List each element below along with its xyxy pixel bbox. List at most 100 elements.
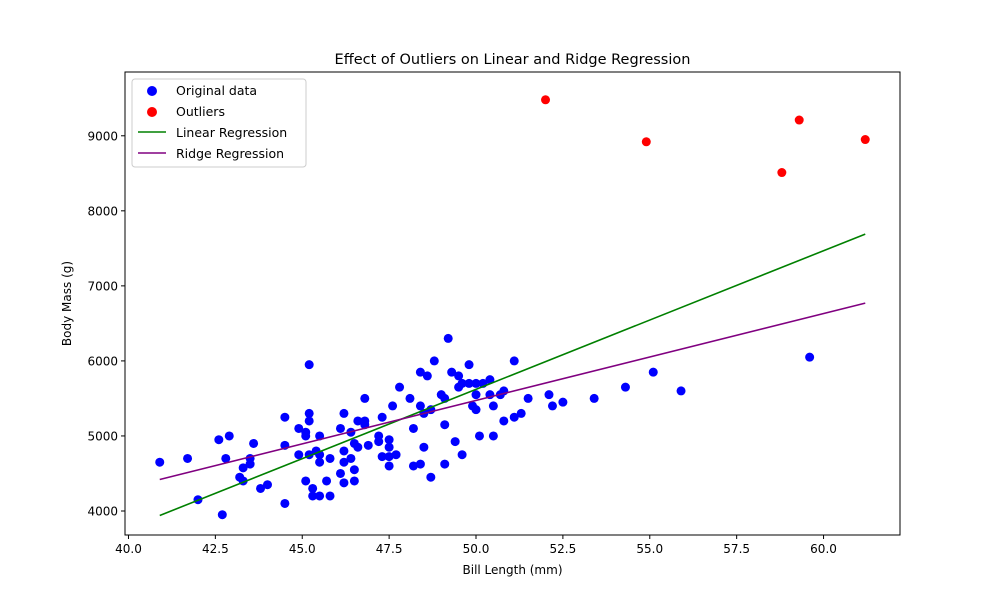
x-axis: 40.0 42.5 45.0 47.5 50.0 52.5 55.0 57.5 60.0 — [115, 535, 837, 556]
x-tick-label: 45.0 — [289, 542, 316, 556]
plot-frame — [124, 71, 901, 536]
y-tick-label: 7000 — [87, 279, 118, 293]
original-data-point — [325, 491, 335, 501]
original-data-point — [509, 356, 519, 366]
original-data-point — [805, 352, 815, 362]
original-data-point — [339, 408, 349, 418]
chart-title: Effect of Outliers on Linear and Ridge R… — [335, 52, 691, 68]
original-data-point — [294, 423, 304, 433]
x-tick-label: 42.5 — [202, 542, 229, 556]
x-tick-label: 57.5 — [723, 542, 750, 556]
legend-label-outliers: Outliers — [176, 104, 225, 119]
original-data-point — [301, 431, 311, 441]
original-data-point — [474, 431, 484, 441]
original-data-point — [391, 450, 401, 460]
original-data-point — [315, 491, 325, 501]
original-data-point — [346, 453, 356, 463]
original-data-point — [308, 483, 318, 493]
original-data-point — [388, 401, 398, 411]
original-data-point — [224, 431, 234, 441]
original-data-point — [419, 442, 429, 452]
original-data-point — [457, 450, 467, 460]
original-data-point — [499, 416, 509, 426]
legend-marker-outliers — [147, 107, 157, 117]
original-data-point — [509, 412, 519, 422]
original-data-point — [353, 416, 363, 426]
x-tick-label: 40.0 — [115, 542, 142, 556]
legend-label-original-data: Original data — [176, 83, 257, 98]
original-data-point — [335, 468, 345, 478]
y-tick-label: 8000 — [87, 204, 118, 218]
original-data-point — [339, 446, 349, 456]
original-data-point — [450, 437, 460, 447]
original-data-point — [676, 386, 686, 396]
original-data-point — [217, 510, 227, 520]
original-data-point — [360, 393, 370, 403]
original-data-point — [304, 416, 314, 426]
original-data-point — [301, 476, 311, 486]
outliers-point — [541, 95, 551, 105]
linear-regression-line — [159, 233, 866, 517]
original-data-point — [294, 450, 304, 460]
original-data-point — [422, 371, 432, 381]
original-data-point — [349, 465, 359, 475]
original-data-point — [339, 478, 349, 488]
original-data-point — [339, 457, 349, 467]
original-data-point — [280, 412, 290, 422]
original-data-point — [262, 480, 272, 490]
original-data-point — [325, 453, 335, 463]
y-tick-label: 6000 — [87, 354, 118, 368]
original-data-point — [395, 382, 405, 392]
original-data-point — [353, 442, 363, 452]
original-data-point — [377, 452, 387, 462]
original-data-point — [349, 476, 359, 486]
original-data-point — [256, 483, 266, 493]
original-data-point — [471, 405, 481, 415]
original-data-point — [415, 367, 425, 377]
original-data-point — [589, 393, 599, 403]
original-data-point — [374, 437, 384, 447]
plot-area — [155, 95, 870, 520]
original-data-point — [440, 459, 450, 469]
y-tick-label: 9000 — [87, 129, 118, 143]
original-data-point — [335, 423, 345, 433]
y-axis-label: Body Mass (g) — [60, 261, 74, 346]
legend-label-ridge-regression: Ridge Regression — [176, 146, 284, 161]
ridge-regression-line — [159, 302, 866, 481]
legend-marker-original-data — [147, 86, 157, 96]
original-data-point — [384, 435, 394, 445]
original-data-point — [384, 461, 394, 471]
original-data-point — [447, 367, 457, 377]
original-data-point — [485, 375, 495, 385]
original-data-point — [457, 378, 467, 388]
original-data-point — [454, 371, 464, 381]
original-data-point — [308, 491, 318, 501]
x-axis-label: Bill Length (mm) — [463, 563, 563, 577]
original-data-point — [315, 457, 325, 467]
original-data-point — [488, 401, 498, 411]
original-data-point — [249, 438, 259, 448]
original-data-point — [155, 457, 165, 467]
original-data-point — [408, 423, 418, 433]
original-data-point — [440, 420, 450, 430]
original-data-point — [304, 408, 314, 418]
original-data-point — [363, 440, 373, 450]
y-tick-label: 4000 — [87, 504, 118, 518]
original-data-point — [464, 360, 474, 370]
original-data-point — [558, 397, 568, 407]
outliers-point — [794, 115, 804, 125]
original-data-point — [377, 412, 387, 422]
x-tick-label: 47.5 — [376, 542, 403, 556]
outliers-point — [860, 135, 870, 145]
x-tick-label: 60.0 — [810, 542, 837, 556]
outliers-point — [777, 168, 787, 178]
original-data-point — [221, 453, 231, 463]
legend-label-linear-regression: Linear Regression — [176, 125, 287, 140]
original-data-point — [471, 378, 481, 388]
x-tick-label: 55.0 — [636, 542, 663, 556]
x-tick-label: 50.0 — [463, 542, 490, 556]
original-data-point — [429, 356, 439, 366]
original-data-point — [516, 408, 526, 418]
legend-box — [131, 78, 307, 168]
